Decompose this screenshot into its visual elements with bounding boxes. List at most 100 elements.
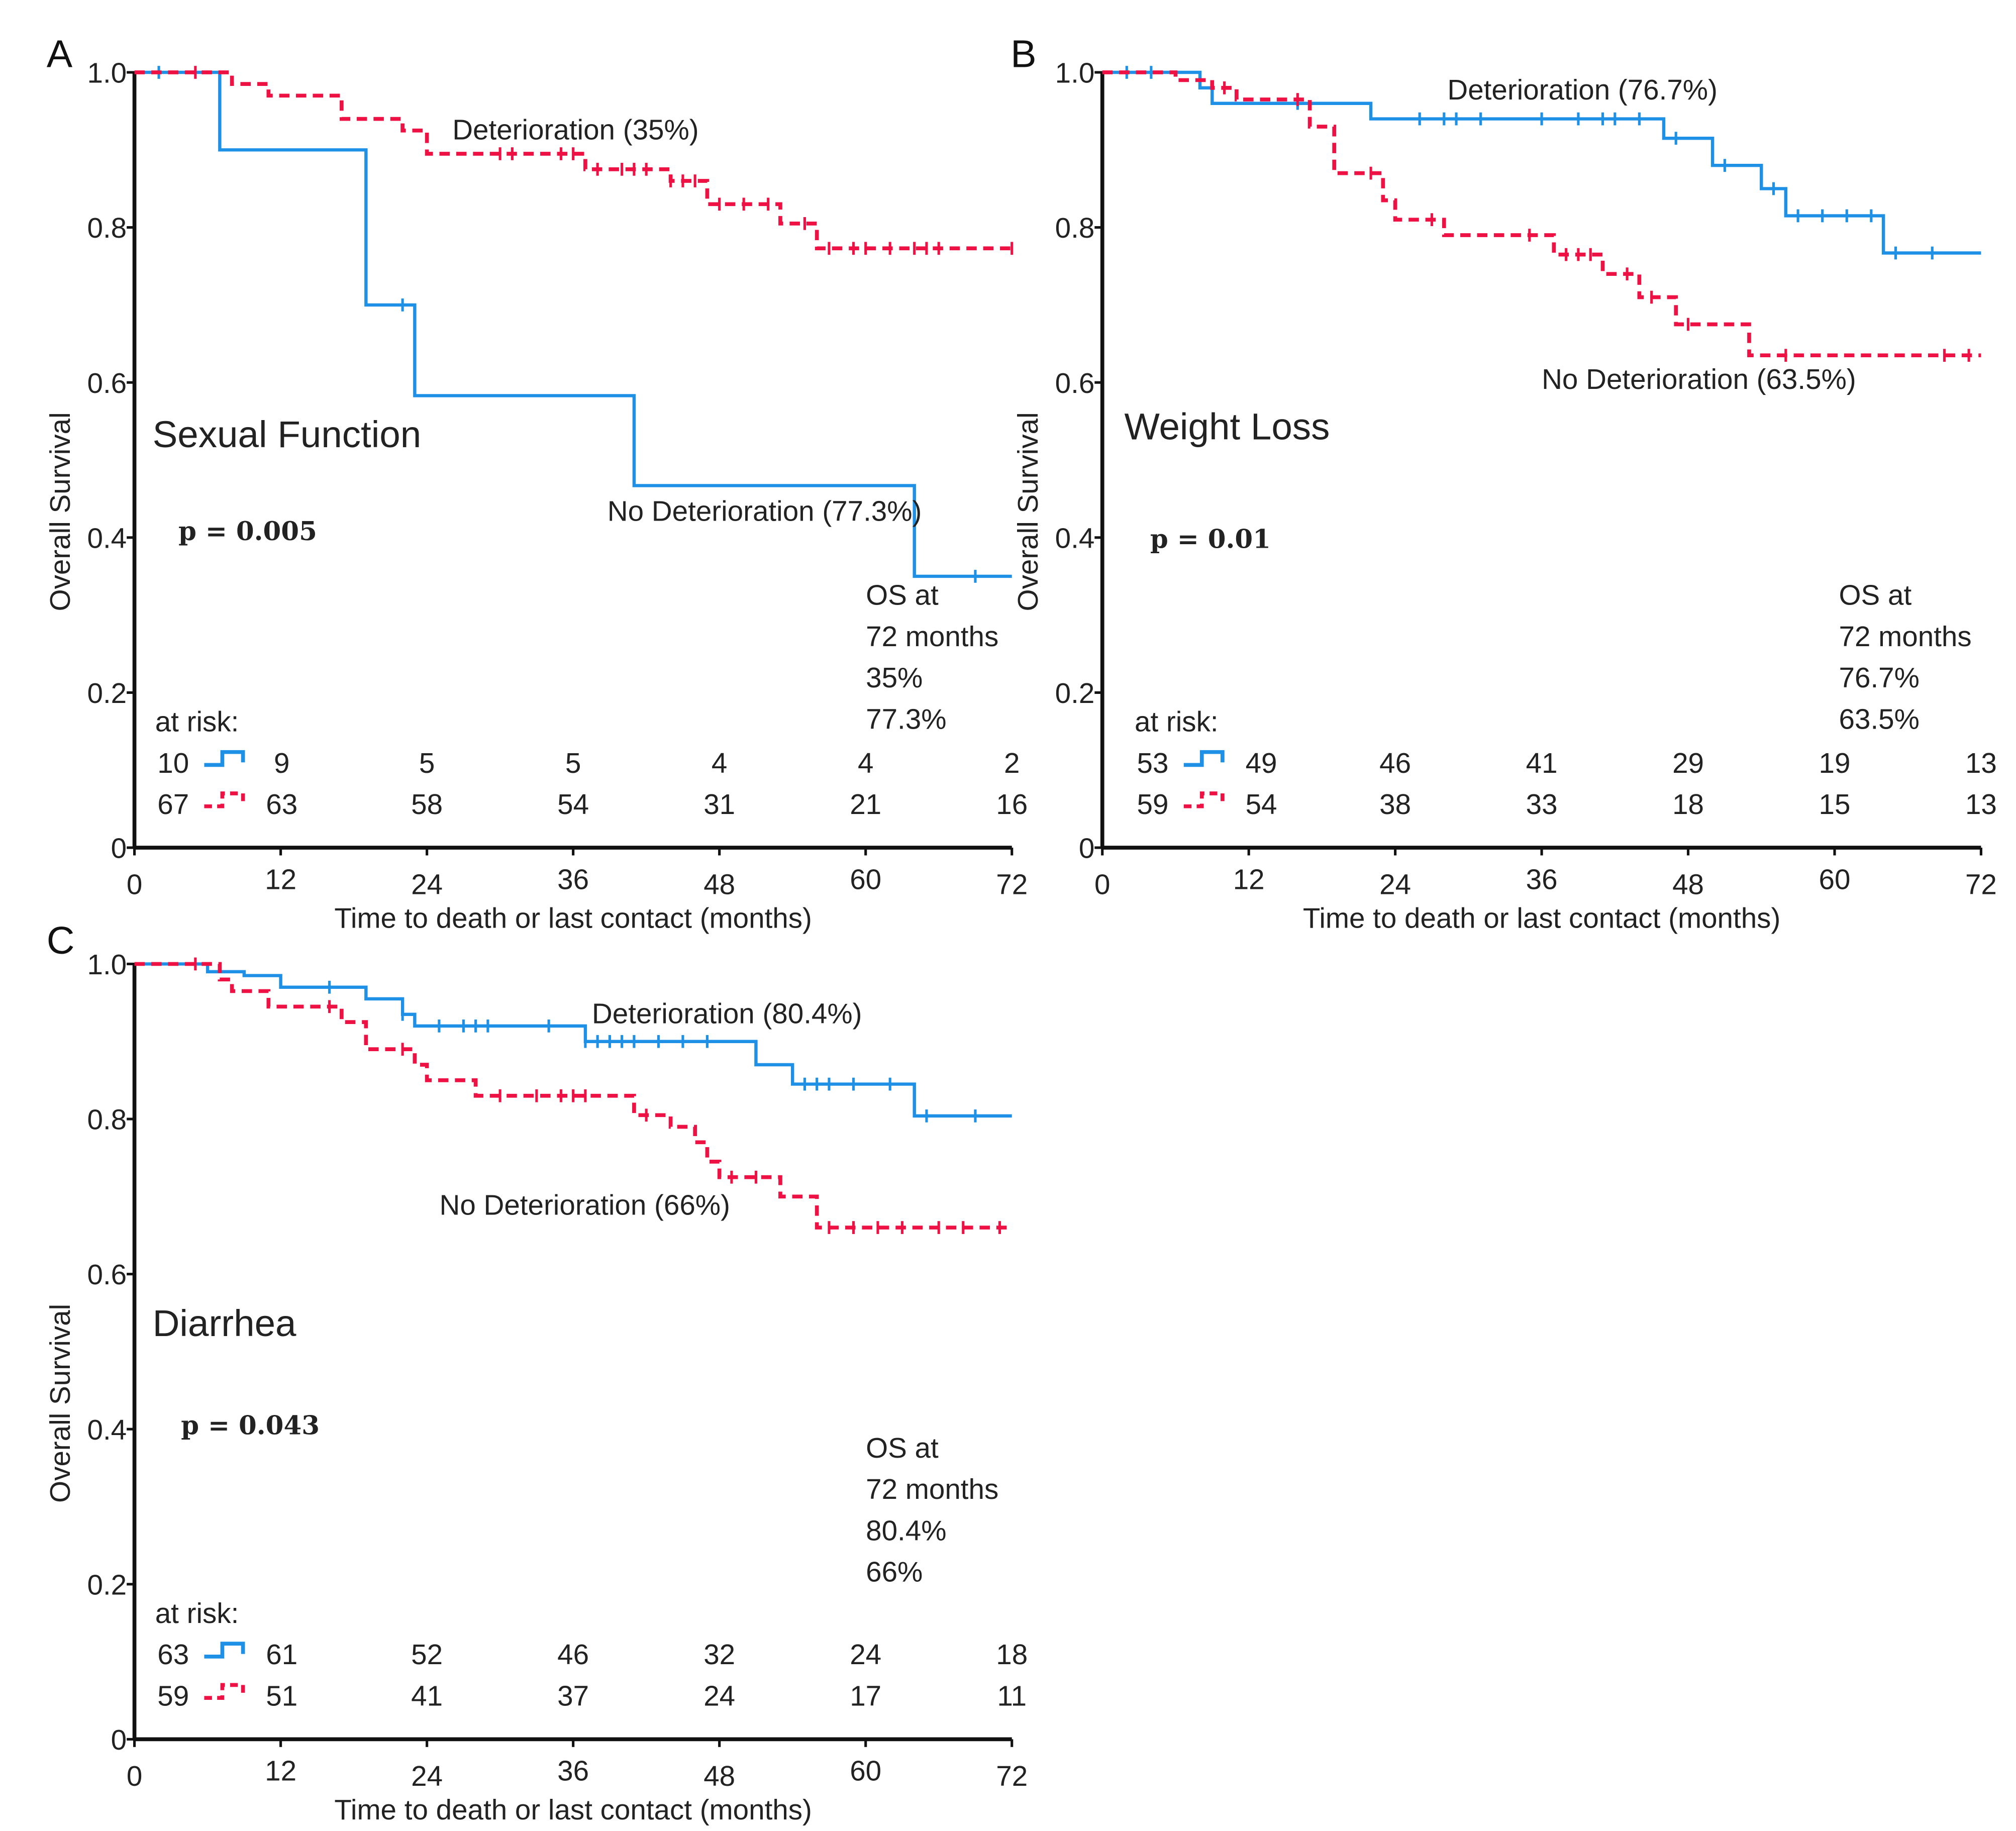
os-header: OS at bbox=[866, 579, 939, 611]
p-value: p = 0.005 bbox=[178, 517, 317, 547]
y-axis-title: Overall Survival bbox=[1012, 412, 1044, 611]
os-header: OS at bbox=[1839, 579, 1912, 611]
y-tick-label: 0.8 bbox=[87, 1104, 127, 1136]
panel-label: C bbox=[47, 919, 75, 962]
legend-line-icon bbox=[204, 791, 245, 808]
series-label: Deterioration (35%) bbox=[452, 114, 698, 146]
y-tick-label: 0 bbox=[111, 1724, 127, 1756]
p-value: p = 0.01 bbox=[1150, 524, 1271, 554]
x-tick-label: 72 bbox=[996, 1760, 1028, 1792]
at-risk-count: 51 bbox=[266, 1680, 297, 1712]
series-label: No Deterioration (66%) bbox=[439, 1189, 730, 1220]
y-tick-label: 0 bbox=[1079, 833, 1094, 864]
km-curve-no-deterioration bbox=[134, 70, 1012, 251]
x-tick-label: 60 bbox=[850, 1755, 881, 1787]
y-tick-label: 0.2 bbox=[87, 677, 127, 709]
p-value: p = 0.043 bbox=[181, 1411, 320, 1441]
panel-C: C 0 0.2 0.4 0.6 0.8 1.0 0 12 24 36 48 60 72 Time to de… bbox=[44, 919, 1028, 1825]
at-risk-label: at risk: bbox=[155, 1597, 239, 1629]
at-risk-count: 37 bbox=[557, 1680, 589, 1712]
at-risk-count: 10 bbox=[157, 747, 189, 779]
x-tick-label: 72 bbox=[1965, 869, 1997, 900]
x-tick-label: 72 bbox=[996, 869, 1028, 900]
km-curve-no-deterioration bbox=[134, 962, 1012, 1230]
panel-title: Weight Loss bbox=[1124, 405, 1330, 447]
at-risk-count: 49 bbox=[1246, 747, 1277, 779]
y-tick-label: 1.0 bbox=[87, 57, 127, 89]
x-tick-label: 36 bbox=[557, 863, 589, 895]
y-tick-label: 0.2 bbox=[87, 1569, 127, 1600]
legend-line-icon bbox=[1183, 750, 1225, 767]
x-axis-title: Time to death or last contact (months) bbox=[1303, 902, 1780, 934]
at-risk-count: 13 bbox=[1965, 788, 1997, 820]
y-tick-label: 0.6 bbox=[87, 1259, 127, 1290]
y-tick-label: 1.0 bbox=[87, 949, 127, 980]
x-tick-label: 60 bbox=[850, 863, 881, 895]
at-risk-count: 2 bbox=[1004, 747, 1020, 779]
os-header: 72 months bbox=[866, 1473, 998, 1505]
at-risk-count: 63 bbox=[266, 788, 297, 820]
x-tick-label: 12 bbox=[265, 863, 296, 895]
at-risk-count: 11 bbox=[997, 1680, 1027, 1712]
x-tick-label: 0 bbox=[127, 1760, 142, 1792]
os-72-value: 66% bbox=[866, 1556, 923, 1588]
os-72-value: 63.5% bbox=[1839, 703, 1920, 735]
panel-title: Sexual Function bbox=[153, 413, 422, 455]
y-tick-label: 1.0 bbox=[1055, 57, 1095, 89]
panel-label: B bbox=[1011, 33, 1036, 76]
y-tick-label: 0.6 bbox=[87, 367, 127, 399]
panel-label: A bbox=[47, 33, 73, 76]
legend-line-icon bbox=[204, 1642, 245, 1659]
panel-B: B 0 0.2 0.4 0.6 0.8 1.0 0 12 24 36 48 60 72 Time to de… bbox=[1011, 33, 1997, 934]
y-axis-title: Overall Survival bbox=[44, 1304, 76, 1503]
at-risk-count: 18 bbox=[996, 1639, 1028, 1670]
at-risk-count: 5 bbox=[419, 747, 435, 779]
at-risk-count: 33 bbox=[1526, 788, 1558, 820]
x-tick-label: 24 bbox=[411, 869, 443, 900]
at-risk-count: 29 bbox=[1672, 747, 1704, 779]
km-curve-deterioration bbox=[134, 70, 1012, 578]
y-tick-label: 0.4 bbox=[87, 522, 127, 554]
os-header: 72 months bbox=[866, 621, 998, 652]
x-tick-label: 36 bbox=[557, 1755, 589, 1787]
at-risk-count: 5 bbox=[565, 747, 581, 779]
series-label: No Deterioration (63.5%) bbox=[1542, 363, 1856, 395]
at-risk-count: 54 bbox=[557, 788, 589, 820]
y-tick-label: 0.4 bbox=[87, 1414, 127, 1446]
at-risk-count: 46 bbox=[1379, 747, 1411, 779]
os-header: OS at bbox=[866, 1432, 939, 1464]
series-label: Deterioration (76.7%) bbox=[1447, 74, 1718, 106]
x-tick-label: 24 bbox=[1379, 869, 1411, 900]
x-axis-title: Time to death or last contact (months) bbox=[334, 902, 812, 934]
os-72-value: 76.7% bbox=[1839, 662, 1920, 693]
at-risk-count: 15 bbox=[1819, 788, 1851, 820]
at-risk-count: 67 bbox=[157, 788, 189, 820]
series-label: No Deterioration (77.3%) bbox=[608, 495, 922, 527]
legend-line-icon bbox=[204, 1683, 245, 1700]
y-tick-label: 0 bbox=[111, 833, 127, 864]
x-tick-label: 48 bbox=[703, 1760, 735, 1792]
y-tick-label: 0.8 bbox=[87, 212, 127, 244]
os-72-value: 35% bbox=[866, 662, 923, 693]
at-risk-count: 38 bbox=[1379, 788, 1411, 820]
at-risk-count: 9 bbox=[274, 747, 289, 779]
at-risk-count: 4 bbox=[712, 747, 727, 779]
at-risk-count: 31 bbox=[703, 788, 735, 820]
legend-line-icon bbox=[204, 750, 245, 767]
at-risk-count: 41 bbox=[1526, 747, 1558, 779]
x-tick-label: 0 bbox=[127, 869, 142, 900]
y-tick-label: 0.6 bbox=[1055, 367, 1095, 399]
y-tick-label: 0.4 bbox=[1055, 522, 1095, 554]
at-risk-count: 59 bbox=[1137, 788, 1169, 820]
at-risk-count: 59 bbox=[157, 1680, 189, 1712]
os-72-value: 77.3% bbox=[866, 703, 946, 735]
x-tick-label: 60 bbox=[1819, 863, 1851, 895]
y-axis-title: Overall Survival bbox=[44, 412, 76, 611]
x-axis-title: Time to death or last contact (months) bbox=[334, 1794, 812, 1825]
os-header: 72 months bbox=[1839, 621, 1972, 652]
series-label: Deterioration (80.4%) bbox=[592, 998, 862, 1030]
x-tick-label: 12 bbox=[265, 1755, 296, 1787]
at-risk-label: at risk: bbox=[1135, 706, 1219, 738]
